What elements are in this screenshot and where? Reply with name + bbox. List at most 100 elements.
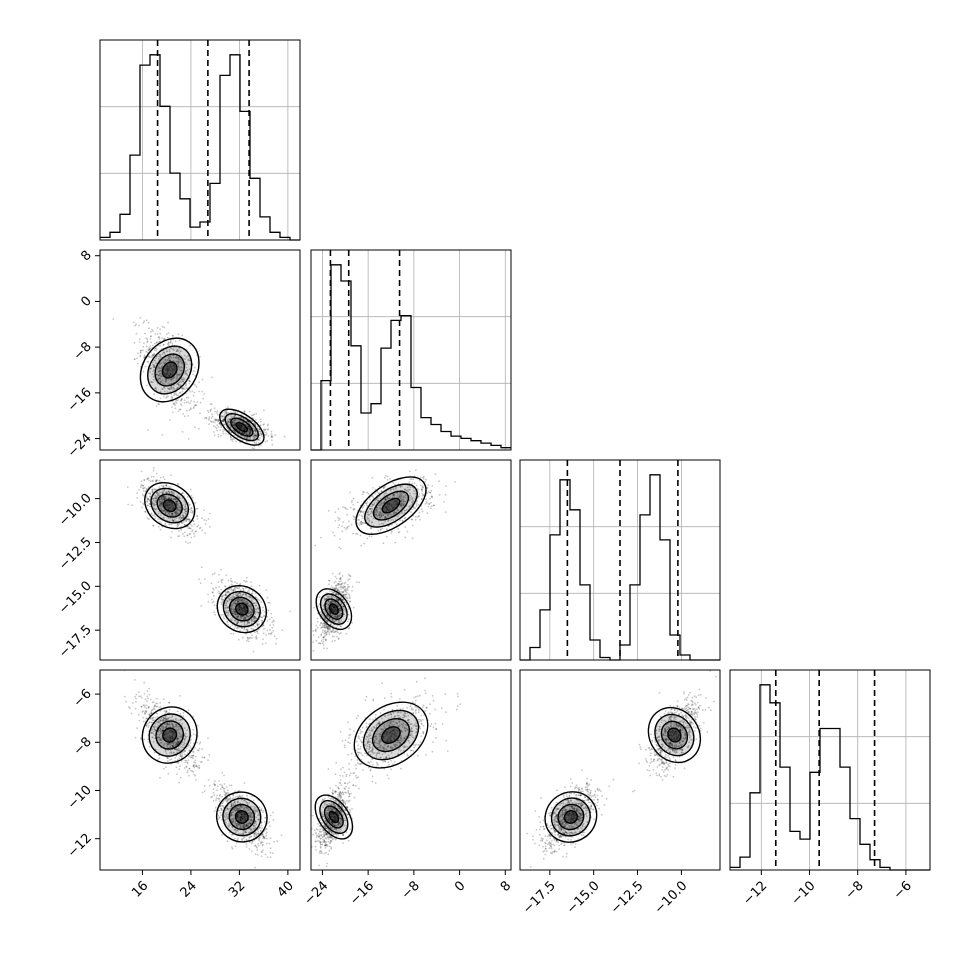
scatter-point	[166, 373, 168, 376]
scatter-point	[250, 620, 253, 623]
scatter-point	[188, 520, 191, 523]
scatter-point	[176, 513, 179, 515]
scatter-point	[175, 346, 178, 349]
scatter-point	[241, 424, 243, 427]
scatter-point	[238, 608, 240, 611]
scatter-point	[184, 508, 187, 510]
scatter-point	[168, 383, 170, 385]
scatter-point	[333, 534, 336, 537]
scatter-point	[334, 609, 337, 611]
scatter-point	[240, 424, 243, 427]
scatter-point	[166, 368, 169, 371]
scatter-point	[401, 498, 403, 501]
scatter-point	[168, 348, 171, 351]
scatter-point	[218, 422, 221, 425]
scatter-point	[359, 511, 362, 514]
scatter-point	[181, 431, 184, 433]
scatter-point	[243, 579, 246, 582]
scatter-point	[188, 359, 191, 362]
scatter-point	[244, 428, 247, 431]
scatter-point	[323, 626, 326, 629]
scatter-point	[367, 517, 370, 520]
scatter-point	[177, 509, 180, 512]
scatter-point	[177, 362, 179, 365]
scatter-point	[193, 763, 195, 766]
scatter-point	[195, 779, 197, 781]
scatter-point	[246, 590, 249, 593]
scatter-point	[242, 418, 245, 420]
scatter-point	[257, 442, 260, 444]
scatter-point	[331, 619, 334, 621]
scatter-point	[189, 504, 191, 506]
scatter-point	[248, 622, 251, 624]
scatter-point	[386, 508, 389, 511]
scatter-point	[397, 496, 400, 498]
scatter-point	[240, 425, 242, 428]
scatter-point	[227, 613, 230, 615]
scatter-point	[272, 624, 275, 626]
scatter-point	[240, 607, 243, 610]
scatter-point	[191, 755, 194, 757]
scatter-point	[251, 609, 254, 612]
scatter-point	[221, 416, 224, 418]
scatter-point	[158, 501, 161, 504]
scatter-point	[327, 627, 329, 630]
scatter-point	[253, 429, 256, 432]
scatter-point	[244, 608, 246, 610]
scatter-point	[217, 426, 220, 428]
scatter-point	[177, 333, 180, 336]
scatter-point	[186, 761, 189, 764]
scatter-point	[171, 504, 174, 507]
scatter-point	[334, 588, 337, 591]
scatter-point	[158, 734, 161, 736]
scatter-point	[162, 516, 165, 519]
scatter-point	[180, 517, 183, 519]
scatter-point	[386, 506, 389, 509]
scatter-point	[392, 519, 394, 521]
scatter-point	[444, 493, 447, 496]
scatter-point	[233, 596, 236, 599]
scatter-point	[328, 616, 331, 619]
scatter-point	[378, 512, 381, 515]
scatter-point	[330, 606, 332, 609]
scatter-point	[392, 482, 395, 484]
scatter-point	[172, 367, 175, 370]
scatter-point	[159, 727, 161, 730]
scatter-point	[352, 532, 354, 535]
scatter-point	[156, 737, 159, 739]
scatter-point	[258, 439, 261, 442]
scatter-point	[222, 412, 224, 414]
scatter-point	[226, 422, 229, 425]
scatter-point	[177, 535, 179, 538]
scatter-point	[393, 510, 395, 513]
scatter-point	[175, 510, 178, 513]
scatter-point	[421, 492, 424, 495]
scatter-point	[162, 343, 165, 346]
scatter-point	[422, 477, 425, 480]
scatter-point	[231, 624, 234, 626]
scatter-point	[180, 369, 183, 372]
scatter-point	[421, 498, 423, 500]
scatter-point	[175, 360, 178, 363]
scatter-point	[221, 581, 223, 584]
scatter-point	[179, 350, 182, 352]
scatter-point	[155, 726, 157, 728]
scatter-point	[263, 615, 265, 617]
scatter-point	[184, 503, 187, 506]
scatter-point	[237, 615, 239, 618]
scatter-point	[190, 756, 193, 759]
scatter-point	[251, 609, 254, 612]
scatter-point	[226, 591, 229, 594]
scatter-point	[375, 498, 378, 501]
scatter-point	[244, 633, 247, 635]
scatter-point	[160, 491, 163, 494]
scatter-point	[165, 350, 168, 353]
scatter-point	[151, 480, 154, 483]
scatter-point	[181, 515, 184, 517]
scatter-point	[324, 638, 327, 641]
scatter-point	[243, 606, 246, 609]
scatter-point	[243, 432, 246, 434]
scatter-point	[185, 401, 188, 403]
scatter-point	[219, 592, 222, 594]
scatter-point	[257, 628, 260, 631]
